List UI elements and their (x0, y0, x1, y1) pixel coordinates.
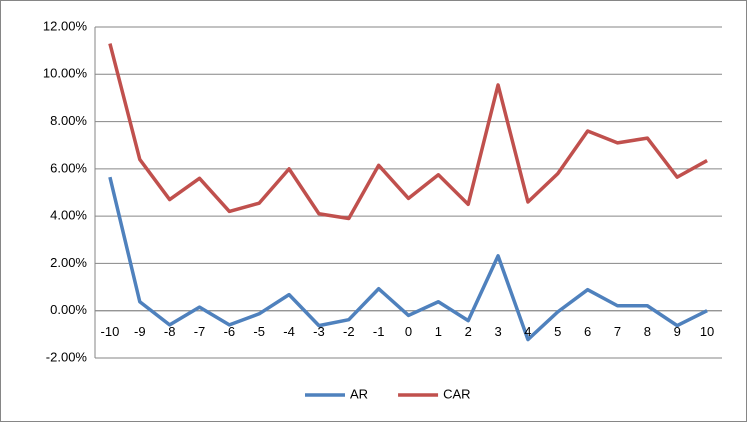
x-tick-label: -9 (134, 324, 146, 339)
x-tick-label: 5 (554, 324, 561, 339)
grid (94, 26, 722, 359)
x-tick-label: 6 (584, 324, 591, 339)
y-tick-label: 2.00% (50, 255, 87, 270)
x-tick-label: 7 (614, 324, 621, 339)
legend-label: AR (350, 386, 368, 401)
x-tick-label: 0 (405, 324, 412, 339)
y-tick-label: -2.00% (46, 349, 88, 364)
x-tick-label: 2 (465, 324, 472, 339)
x-tick-label: -8 (164, 324, 176, 339)
x-tick-label: 1 (435, 324, 442, 339)
x-tick-label: -10 (101, 324, 120, 339)
x-tick-label: -2 (343, 324, 355, 339)
y-tick-label: 8.00% (50, 113, 87, 128)
x-tick-label: -4 (283, 324, 295, 339)
x-tick-label: 3 (494, 324, 501, 339)
chart-border (0, 0, 747, 422)
y-tick-label: 6.00% (50, 160, 87, 175)
x-tick-label: -3 (313, 324, 325, 339)
y-tick-label: 4.00% (50, 208, 87, 223)
x-tick-label: 9 (674, 324, 681, 339)
legend-label: CAR (443, 386, 470, 401)
x-tick-label: -1 (373, 324, 385, 339)
x-tick-label: 4 (524, 324, 531, 339)
plot (108, 43, 708, 342)
x-tick-label: 10 (700, 324, 714, 339)
y-tick-label: 12.00% (43, 18, 88, 33)
x-tick-label: -7 (194, 324, 206, 339)
x-tick-label: 8 (644, 324, 651, 339)
x-tick-label: -6 (224, 324, 236, 339)
series-line (108, 176, 708, 342)
x-tick-label: -5 (253, 324, 265, 339)
series-line (108, 43, 708, 221)
y-tick-label: 0.00% (50, 302, 87, 317)
y-tick-label: 10.00% (43, 66, 88, 81)
